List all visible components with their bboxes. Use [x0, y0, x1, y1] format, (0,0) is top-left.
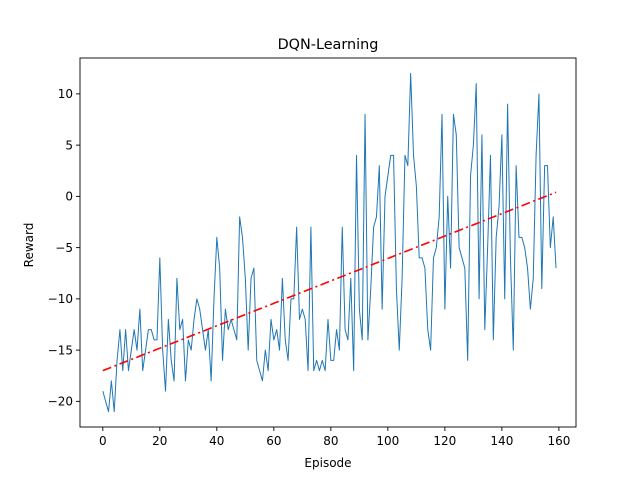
- reward-series-line: [102, 72, 557, 413]
- y-tick-label: −5: [55, 241, 73, 255]
- x-tick-label: 140: [490, 434, 513, 448]
- chart-title: DQN-Learning: [278, 37, 379, 53]
- y-tick-label: −10: [48, 292, 73, 306]
- x-tick-label: 80: [323, 434, 338, 448]
- x-tick-label: 40: [209, 434, 224, 448]
- y-tick-label: 5: [65, 138, 73, 152]
- x-tick-label: 120: [433, 434, 456, 448]
- y-tick-label: 10: [58, 87, 73, 101]
- x-axis-label: Episode: [304, 456, 351, 470]
- y-tick-label: −15: [48, 343, 73, 357]
- x-tick-label: 20: [152, 434, 167, 448]
- y-axis-label: Reward: [22, 223, 36, 268]
- x-tick-label: 160: [547, 434, 570, 448]
- axes-frame: [79, 57, 577, 428]
- y-tick-label: 0: [65, 190, 73, 204]
- y-axis-ticks: −20 −15 −10 −5 0 5 10: [48, 87, 80, 409]
- x-axis-ticks: 0 20 40 60 80 100 120 140 160: [99, 427, 570, 448]
- x-tick-label: 100: [376, 434, 399, 448]
- x-tick-label: 0: [99, 434, 107, 448]
- x-tick-label: 60: [266, 434, 281, 448]
- plot-area: [79, 57, 577, 428]
- y-tick-label: −20: [48, 395, 73, 409]
